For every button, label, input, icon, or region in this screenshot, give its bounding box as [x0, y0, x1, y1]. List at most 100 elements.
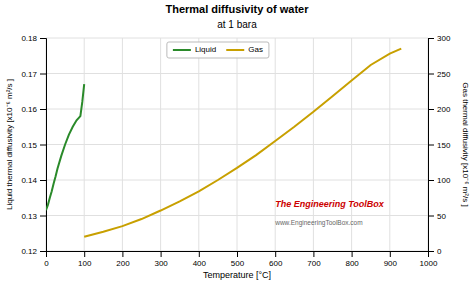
x-axis-tick: 500 [231, 251, 245, 268]
y2-axis-tick-label: 50 [437, 212, 446, 221]
x-axis-tick-mark [352, 251, 353, 257]
grid-line-y [46, 73, 428, 74]
legend: Liquid Gas [167, 42, 269, 58]
y-axis-tick: 0.13 [21, 212, 46, 221]
annotation: The Engineering ToolBox [275, 199, 385, 209]
y-axis-tick-label: 0.13 [21, 212, 37, 221]
grid-line-y [46, 38, 428, 39]
y2-axis-tick-label: 100 [437, 176, 451, 185]
x-axis-tick: 0 [44, 251, 49, 268]
x-axis-tick: 1000 [420, 251, 438, 268]
y2-axis-tick-label: 150 [437, 141, 451, 150]
grid-line-y [46, 180, 428, 181]
y-axis-tick-label: 0.12 [21, 247, 37, 256]
y2-axis-tick-mark [428, 74, 434, 75]
x-axis-tick-mark [237, 251, 238, 257]
y-axis-tick-mark [40, 38, 46, 39]
x-axis-tick: 600 [269, 251, 283, 268]
plot-area [46, 49, 401, 237]
x-axis-tick-label: 500 [231, 259, 245, 268]
x-axis-title: Temperature [°C] [203, 270, 271, 280]
y-axis-tick-mark [40, 109, 46, 110]
subtitle: at 1 bara [217, 19, 257, 30]
legend-box [167, 42, 269, 58]
x-axis-tick: 100 [78, 251, 92, 268]
legend-item: Gas [226, 45, 263, 54]
y2-axis-tick-mark [428, 109, 434, 110]
x-axis-tick: 700 [307, 251, 321, 268]
y2-axis-tick-mark [428, 180, 434, 181]
x-axis-tick-label: 900 [384, 259, 398, 268]
y-axis-tick-label: 0.14 [21, 176, 37, 185]
y-axis-tick: 0.17 [21, 70, 46, 79]
grid-line-y [46, 109, 428, 110]
x-axis-tick-mark [390, 251, 391, 257]
x-axis-tick-mark [122, 251, 123, 257]
y2-axis-tick: 150 [428, 141, 451, 150]
y-axis-tick: 0.16 [21, 105, 46, 114]
grid-line-y [46, 144, 428, 145]
y2-axis-tick-mark [428, 145, 434, 146]
legend-label: Gas [248, 45, 263, 54]
y2-axis-tick-label: 300 [437, 34, 451, 43]
x-axis-tick-label: 300 [154, 259, 168, 268]
x-axis-tick-mark [313, 251, 314, 257]
x-axis-tick: 200 [116, 251, 130, 268]
y-axis-tick: 0.18 [21, 34, 46, 43]
legend-swatch [173, 49, 191, 51]
y2-axis-tick-label: 0 [437, 247, 442, 256]
y-axis-tick-mark [40, 216, 46, 217]
x-axis-tick-label: 400 [193, 259, 207, 268]
legend-item: Liquid [173, 45, 216, 54]
x-axis-tick-mark [275, 251, 276, 257]
y-axis-tick-mark [40, 180, 46, 181]
y2-axis-title: Gas thermal diffusivity [x10⁻⁶ m²/s ] [461, 82, 470, 206]
chart: 010020030040050060070080090010000.120.13… [0, 0, 474, 281]
y-axis-tick-label: 0.16 [21, 105, 37, 114]
y-axis: 0.12 0.13 0.14 0.15 0.16 0.17 0.18 [21, 34, 46, 256]
y2-axis-tick: 100 [428, 176, 451, 185]
x-axis-tick-label: 1000 [420, 259, 438, 268]
y-axis-line [40, 39, 47, 252]
y2-axis-tick-mark [428, 251, 434, 252]
x-axis-tick: 800 [345, 251, 359, 268]
legend-label: Liquid [195, 45, 216, 54]
series-line [46, 84, 84, 210]
y2-axis-tick-mark [428, 38, 434, 39]
y2-axis-line [429, 39, 435, 252]
x-axis-tick-mark [199, 251, 200, 257]
y2-axis-tick: 200 [428, 105, 451, 114]
series-line [84, 49, 401, 237]
x-axis-tick-label: 0 [44, 259, 49, 268]
title: Thermal diffusivity of water [165, 3, 309, 15]
x-axis-tick-label: 200 [116, 259, 130, 268]
y-axis-tick-mark [40, 251, 46, 252]
x-axis-tick-label: 100 [78, 259, 92, 268]
y2-axis-tick-label: 250 [437, 70, 451, 79]
y2-axis-tick-mark [428, 216, 434, 217]
x-axis-tick: 300 [154, 251, 168, 268]
y2-axis-tick: 300 [428, 34, 451, 43]
y-axis-tick-mark [40, 145, 46, 146]
y2-axis-tick: 50 [428, 212, 446, 221]
x-axis: 0 100 200 300 400 500 600 700 800 900 1000 [44, 251, 438, 268]
grid [46, 38, 428, 251]
legend-swatch [226, 49, 244, 51]
y2-axis: 0 50 100 150 200 250 300 [428, 34, 451, 256]
annotations: The Engineering ToolBox www.EngineeringTo… [274, 199, 385, 228]
annotation: www.EngineeringToolBox.com [274, 219, 362, 227]
y2-axis-tick: 0 [428, 247, 442, 256]
y-axis-tick-label: 0.15 [21, 141, 37, 150]
y2-axis-tick: 250 [428, 70, 451, 79]
x-axis-tick: 400 [193, 251, 207, 268]
x-axis-tick-mark [84, 251, 85, 257]
x-axis-tick: 900 [384, 251, 398, 268]
y2-axis-tick-label: 200 [437, 105, 451, 114]
x-axis-tick-mark [161, 251, 162, 257]
y-axis-tick: 0.14 [21, 176, 46, 185]
y-axis-title: Liquid thermal diffusivity [x10⁻⁶ m²/s ] [5, 79, 14, 210]
x-axis-line [47, 252, 429, 258]
x-axis-tick-label: 600 [269, 259, 283, 268]
x-axis-tick-label: 700 [307, 259, 321, 268]
x-axis-tick-label: 800 [345, 259, 359, 268]
